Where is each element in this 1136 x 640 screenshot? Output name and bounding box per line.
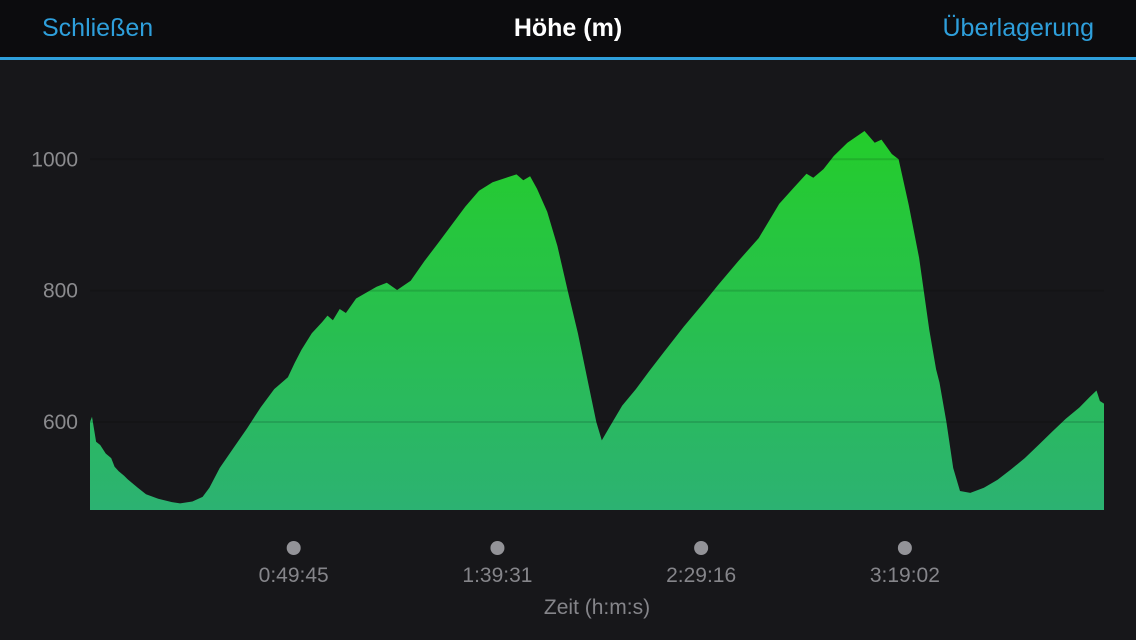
y-tick-label-600: 600 (43, 411, 78, 434)
x-tick-dot (694, 541, 709, 555)
y-tick-label-1000: 1000 (31, 148, 78, 171)
elevation-area-series (90, 131, 1104, 510)
navigation-bar: Schließen Höhe (m) Überlagerung (0, 0, 1136, 60)
x-tick-label: 3:19:02 (870, 564, 940, 587)
gridlines (90, 158, 1104, 423)
overlay-button[interactable]: Überlagerung (942, 14, 1095, 42)
close-button[interactable]: Schließen (42, 14, 154, 42)
x-tick-dot (286, 541, 301, 555)
x-axis-title: Zeit (h:m:s) (544, 596, 650, 619)
x-tick-label: 0:49:45 (259, 564, 329, 587)
y-tick-label-800: 800 (43, 280, 78, 303)
x-tick-dot (490, 541, 505, 555)
x-tick-label: 2:29:16 (666, 564, 736, 587)
x-tick-dot (897, 541, 912, 555)
x-tick-label: 1:39:31 (462, 564, 532, 587)
x-axis-ticks: 0:49:45 1:39:31 2:29:16 3:19:02 (259, 541, 940, 587)
y-axis-labels: 600 800 1000 (31, 148, 78, 434)
